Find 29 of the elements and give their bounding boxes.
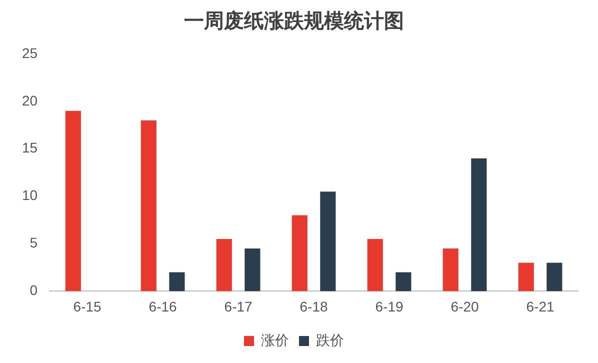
y-tick-label: 25 — [22, 44, 38, 61]
x-tick-label: 6-15 — [73, 298, 102, 314]
bar — [367, 239, 383, 292]
x-tick-label: 6-19 — [375, 298, 404, 314]
x-tick-label: 6-18 — [300, 298, 328, 314]
bar — [140, 120, 156, 292]
bar — [442, 248, 458, 292]
legend-label: 跌价 — [316, 332, 344, 348]
bar — [518, 262, 534, 292]
bar — [471, 158, 487, 292]
bar — [396, 272, 412, 292]
bar — [169, 272, 185, 292]
bar — [244, 248, 260, 292]
bar — [292, 215, 308, 292]
chart-title: 一周废纸涨跌规模统计图 — [184, 10, 404, 33]
y-tick-label: 20 — [22, 92, 38, 108]
bar — [216, 239, 232, 292]
bar — [65, 110, 81, 292]
y-tick-label: 10 — [22, 187, 38, 204]
x-tick-label: 6-16 — [148, 298, 178, 314]
bar — [546, 262, 562, 292]
x-tick-label: 6-17 — [224, 298, 253, 314]
legend-label: 涨价 — [261, 332, 289, 348]
y-tick-label: 15 — [22, 140, 38, 156]
bar — [320, 192, 336, 292]
y-tick-label: 0 — [30, 282, 38, 298]
x-tick-label: 6-20 — [450, 298, 479, 314]
y-tick-label: 5 — [30, 234, 38, 251]
x-tick-label: 6-21 — [526, 298, 554, 314]
